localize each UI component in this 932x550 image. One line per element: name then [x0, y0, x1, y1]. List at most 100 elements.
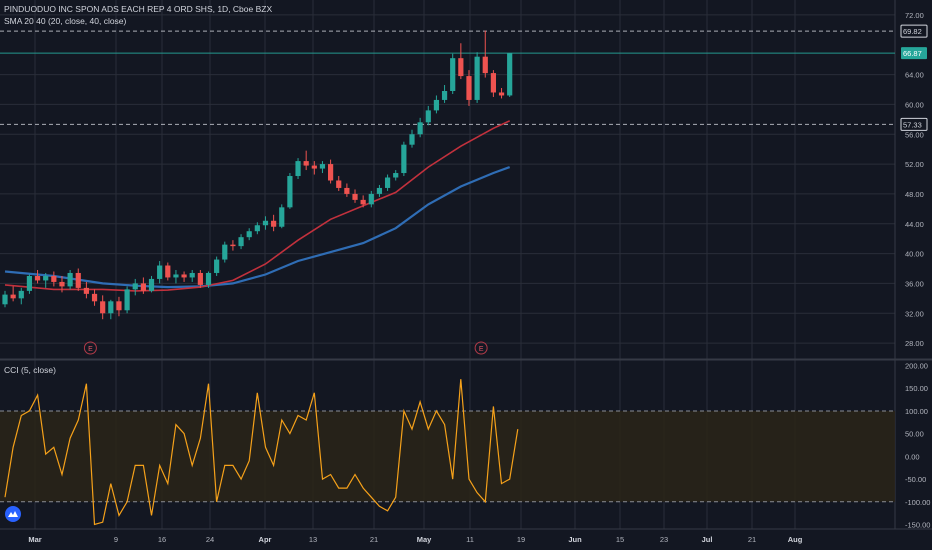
time-tick-label: 23 [660, 535, 668, 544]
candle-body [67, 272, 73, 287]
candle-body [116, 301, 122, 311]
candle-body [336, 180, 342, 188]
cci-tick-label: 200.00 [905, 362, 928, 371]
candle-body [368, 193, 374, 205]
candle-body [51, 275, 57, 282]
candle-body [441, 90, 448, 100]
candle-body [148, 278, 155, 291]
time-tick-label: Apr [259, 535, 272, 544]
cci-tick-label: 100.00 [905, 407, 928, 416]
symbol-title: PINDUODUO INC SPON ADS EACH REP 4 ORD SH… [4, 4, 273, 14]
price-tick-label: 48.00 [905, 190, 924, 199]
cci-tick-label: -150.00 [905, 520, 930, 529]
cci-legend: CCI (5, close) [4, 365, 56, 375]
time-tick-label: 15 [616, 535, 624, 544]
earnings-marker-label: E [479, 346, 484, 353]
candle-body [18, 290, 24, 299]
price-line-tag [900, 117, 928, 131]
cci-tick-label: -50.00 [905, 475, 926, 484]
candle-body [376, 187, 383, 194]
candle-body [246, 231, 252, 238]
price-tick-label: 28.00 [905, 339, 924, 348]
candle-body [450, 58, 456, 91]
candle-body [466, 76, 472, 100]
price-line-tag [900, 24, 928, 38]
candle-body [91, 293, 98, 302]
candle-body [173, 274, 179, 278]
candle-body [393, 173, 399, 178]
candle-body [295, 161, 301, 177]
cci-band [0, 410, 895, 502]
time-tick-label: 9 [114, 535, 118, 544]
candle-body [189, 272, 195, 278]
price-line-label: 69.82 [903, 27, 922, 36]
candle-body [181, 274, 187, 278]
price-tick-label: 64.00 [905, 71, 924, 80]
tradingview-logo-icon[interactable] [5, 506, 21, 522]
time-tick-label: 19 [517, 535, 525, 544]
candle-body [230, 244, 236, 247]
candle-body [197, 272, 203, 285]
price-line-label: 66.87 [903, 49, 922, 58]
candle-body [458, 58, 464, 77]
candle-body [83, 287, 89, 294]
price-tick-label: 44.00 [905, 220, 924, 229]
candle-body [401, 144, 407, 174]
candle-body [132, 283, 138, 290]
time-tick-label: 24 [206, 535, 214, 544]
candle-body [205, 272, 212, 285]
time-tick-label: 13 [309, 535, 317, 544]
candle-body [2, 294, 8, 305]
time-tick-label: Aug [788, 535, 803, 544]
candle-body [222, 244, 228, 260]
candle-body [384, 177, 391, 188]
time-tick-label: 21 [748, 535, 756, 544]
cci-tick-label: 150.00 [905, 384, 928, 393]
cci-line [4, 379, 519, 526]
candle-body [165, 265, 171, 278]
candle-body [344, 187, 350, 194]
candle-body [498, 92, 505, 96]
price-tick-label: 56.00 [905, 130, 924, 139]
candle-body [507, 53, 513, 96]
candle-body [409, 134, 415, 145]
candle-body [26, 275, 33, 291]
price-tick-label: 60.00 [905, 100, 924, 109]
price-line-label: 57.33 [903, 120, 922, 129]
earnings-marker [83, 341, 97, 355]
candle-body [108, 301, 114, 314]
candle-body [254, 225, 260, 232]
earnings-marker-label: E [88, 346, 93, 353]
price-tick-label: 52.00 [905, 160, 924, 169]
candle-body [10, 294, 16, 299]
price-line-tag [901, 47, 927, 60]
time-tick-label: May [417, 535, 432, 544]
cci-tick-label: 50.00 [905, 430, 924, 439]
sma-legend: SMA 20 40 (20, close, 40, close) [4, 16, 127, 26]
time-tick-label: 11 [466, 535, 474, 544]
candle-body [352, 193, 358, 200]
price-tick-label: 72.00 [905, 11, 924, 20]
candle-body [311, 165, 317, 169]
candle-body [482, 56, 488, 74]
candle-body [238, 237, 244, 247]
candle-body [43, 275, 49, 281]
time-tick-label: Mar [28, 535, 41, 544]
candle-body [328, 164, 334, 181]
candle-body [34, 275, 41, 281]
candle-body [433, 99, 440, 111]
candle-body [262, 220, 269, 226]
cci-tick-label: 0.00 [905, 452, 920, 461]
cci-tick-label: -100.00 [905, 498, 930, 507]
candle-body [75, 272, 81, 288]
price-tick-label: 40.00 [905, 250, 924, 259]
time-tick-label: Jun [568, 535, 582, 544]
time-tick-label: Jul [702, 535, 713, 544]
candle-body [124, 289, 130, 311]
candle-body [59, 281, 65, 287]
candle-body [474, 56, 480, 100]
candle-body [140, 283, 146, 291]
time-tick-label: 21 [370, 535, 378, 544]
